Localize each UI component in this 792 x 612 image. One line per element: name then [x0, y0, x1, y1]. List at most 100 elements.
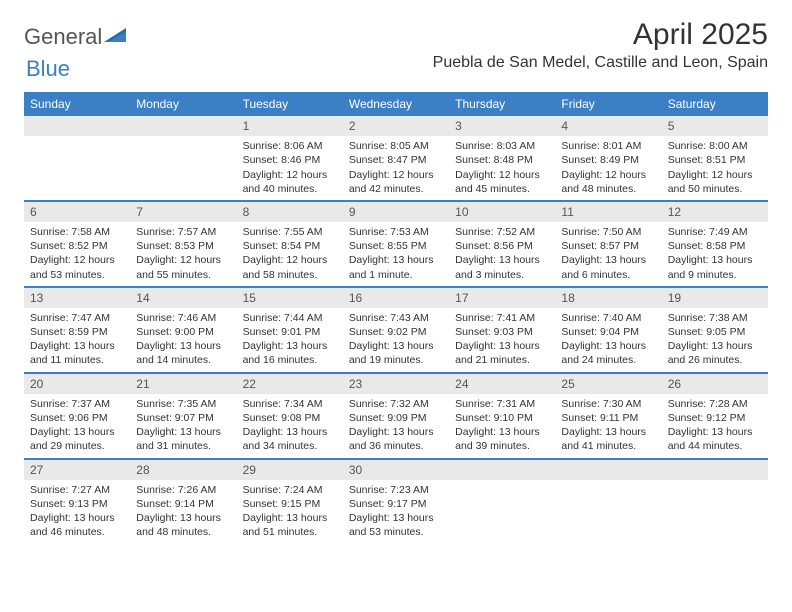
daylight-line-2: and 11 minutes.: [30, 353, 124, 367]
daylight-line-1: Daylight: 13 hours: [668, 253, 762, 267]
sunset-line: Sunset: 8:54 PM: [243, 239, 337, 253]
day-cell: 25Sunrise: 7:30 AMSunset: 9:11 PMDayligh…: [555, 374, 661, 458]
sunset-line: Sunset: 8:51 PM: [668, 153, 762, 167]
daylight-line-2: and 3 minutes.: [455, 268, 549, 282]
sunrise-line: Sunrise: 7:27 AM: [30, 483, 124, 497]
day-cell: 28Sunrise: 7:26 AMSunset: 9:14 PMDayligh…: [130, 460, 236, 544]
page: General April 2025 Puebla de San Medel, …: [0, 0, 792, 543]
sunrise-line: Sunrise: 8:01 AM: [561, 139, 655, 153]
day-number: 26: [662, 374, 768, 394]
brand-logo: General: [24, 18, 132, 50]
daylight-line-2: and 14 minutes.: [136, 353, 230, 367]
daylight-line-2: and 53 minutes.: [349, 525, 443, 539]
sunrise-line: Sunrise: 7:52 AM: [455, 225, 549, 239]
day-body: Sunrise: 7:27 AMSunset: 9:13 PMDaylight:…: [24, 480, 130, 544]
weekday-header: Saturday: [662, 92, 768, 116]
day-cell: 17Sunrise: 7:41 AMSunset: 9:03 PMDayligh…: [449, 288, 555, 372]
day-cell: 23Sunrise: 7:32 AMSunset: 9:09 PMDayligh…: [343, 374, 449, 458]
day-number: 5: [662, 116, 768, 136]
empty-cell: [24, 116, 130, 200]
weeks-container: 1Sunrise: 8:06 AMSunset: 8:46 PMDaylight…: [24, 116, 768, 543]
day-body: Sunrise: 7:57 AMSunset: 8:53 PMDaylight:…: [130, 222, 236, 286]
day-number: 21: [130, 374, 236, 394]
daylight-line-2: and 21 minutes.: [455, 353, 549, 367]
day-number: 12: [662, 202, 768, 222]
daylight-line-1: Daylight: 13 hours: [349, 511, 443, 525]
day-cell: 16Sunrise: 7:43 AMSunset: 9:02 PMDayligh…: [343, 288, 449, 372]
brand-triangle-icon: [104, 26, 130, 49]
week-row: 1Sunrise: 8:06 AMSunset: 8:46 PMDaylight…: [24, 116, 768, 200]
day-cell: 2Sunrise: 8:05 AMSunset: 8:47 PMDaylight…: [343, 116, 449, 200]
day-cell: 24Sunrise: 7:31 AMSunset: 9:10 PMDayligh…: [449, 374, 555, 458]
sunrise-line: Sunrise: 7:57 AM: [136, 225, 230, 239]
sunrise-line: Sunrise: 7:24 AM: [243, 483, 337, 497]
sunrise-line: Sunrise: 7:53 AM: [349, 225, 443, 239]
day-number-empty: [24, 116, 130, 136]
daylight-line-1: Daylight: 13 hours: [349, 253, 443, 267]
day-body: Sunrise: 7:49 AMSunset: 8:58 PMDaylight:…: [662, 222, 768, 286]
day-body: Sunrise: 7:47 AMSunset: 8:59 PMDaylight:…: [24, 308, 130, 372]
day-cell: 12Sunrise: 7:49 AMSunset: 8:58 PMDayligh…: [662, 202, 768, 286]
week-row: 13Sunrise: 7:47 AMSunset: 8:59 PMDayligh…: [24, 286, 768, 372]
sunset-line: Sunset: 9:17 PM: [349, 497, 443, 511]
daylight-line-1: Daylight: 13 hours: [30, 511, 124, 525]
day-cell: 5Sunrise: 8:00 AMSunset: 8:51 PMDaylight…: [662, 116, 768, 200]
daylight-line-2: and 55 minutes.: [136, 268, 230, 282]
weekday-header: Tuesday: [237, 92, 343, 116]
month-title: April 2025: [433, 18, 768, 52]
sunset-line: Sunset: 8:47 PM: [349, 153, 443, 167]
day-body: Sunrise: 7:24 AMSunset: 9:15 PMDaylight:…: [237, 480, 343, 544]
daylight-line-2: and 44 minutes.: [668, 439, 762, 453]
sunrise-line: Sunrise: 7:35 AM: [136, 397, 230, 411]
sunset-line: Sunset: 8:58 PM: [668, 239, 762, 253]
sunset-line: Sunset: 9:00 PM: [136, 325, 230, 339]
sunrise-line: Sunrise: 7:31 AM: [455, 397, 549, 411]
sunrise-line: Sunrise: 8:05 AM: [349, 139, 443, 153]
sunset-line: Sunset: 9:09 PM: [349, 411, 443, 425]
daylight-line-1: Daylight: 13 hours: [136, 425, 230, 439]
daylight-line-2: and 50 minutes.: [668, 182, 762, 196]
daylight-line-2: and 48 minutes.: [561, 182, 655, 196]
sunset-line: Sunset: 9:02 PM: [349, 325, 443, 339]
day-number: 16: [343, 288, 449, 308]
sunset-line: Sunset: 9:14 PM: [136, 497, 230, 511]
day-number: 14: [130, 288, 236, 308]
day-body: Sunrise: 7:40 AMSunset: 9:04 PMDaylight:…: [555, 308, 661, 372]
day-number: 29: [237, 460, 343, 480]
daylight-line-2: and 6 minutes.: [561, 268, 655, 282]
daylight-line-1: Daylight: 13 hours: [243, 511, 337, 525]
weekday-header: Monday: [130, 92, 236, 116]
sunset-line: Sunset: 9:08 PM: [243, 411, 337, 425]
sunset-line: Sunset: 8:52 PM: [30, 239, 124, 253]
sunrise-line: Sunrise: 7:50 AM: [561, 225, 655, 239]
day-cell: 27Sunrise: 7:27 AMSunset: 9:13 PMDayligh…: [24, 460, 130, 544]
day-cell: 15Sunrise: 7:44 AMSunset: 9:01 PMDayligh…: [237, 288, 343, 372]
week-row: 27Sunrise: 7:27 AMSunset: 9:13 PMDayligh…: [24, 458, 768, 544]
day-number: 11: [555, 202, 661, 222]
daylight-line-1: Daylight: 12 hours: [455, 168, 549, 182]
weekday-header-row: SundayMondayTuesdayWednesdayThursdayFrid…: [24, 92, 768, 116]
day-cell: 13Sunrise: 7:47 AMSunset: 8:59 PMDayligh…: [24, 288, 130, 372]
daylight-line-2: and 51 minutes.: [243, 525, 337, 539]
day-body: Sunrise: 7:55 AMSunset: 8:54 PMDaylight:…: [237, 222, 343, 286]
day-number: 2: [343, 116, 449, 136]
weekday-header: Wednesday: [343, 92, 449, 116]
sunset-line: Sunset: 8:59 PM: [30, 325, 124, 339]
daylight-line-1: Daylight: 12 hours: [561, 168, 655, 182]
daylight-line-2: and 39 minutes.: [455, 439, 549, 453]
day-body: Sunrise: 7:53 AMSunset: 8:55 PMDaylight:…: [343, 222, 449, 286]
daylight-line-1: Daylight: 13 hours: [30, 339, 124, 353]
sunrise-line: Sunrise: 8:00 AM: [668, 139, 762, 153]
daylight-line-1: Daylight: 12 hours: [243, 253, 337, 267]
day-number: 22: [237, 374, 343, 394]
sunrise-line: Sunrise: 7:47 AM: [30, 311, 124, 325]
day-cell: 20Sunrise: 7:37 AMSunset: 9:06 PMDayligh…: [24, 374, 130, 458]
day-number: 3: [449, 116, 555, 136]
daylight-line-2: and 1 minute.: [349, 268, 443, 282]
weekday-header: Thursday: [449, 92, 555, 116]
day-body: Sunrise: 7:35 AMSunset: 9:07 PMDaylight:…: [130, 394, 236, 458]
daylight-line-1: Daylight: 12 hours: [136, 253, 230, 267]
day-cell: 10Sunrise: 7:52 AMSunset: 8:56 PMDayligh…: [449, 202, 555, 286]
day-number: 4: [555, 116, 661, 136]
location: Puebla de San Medel, Castille and Leon, …: [433, 54, 768, 72]
